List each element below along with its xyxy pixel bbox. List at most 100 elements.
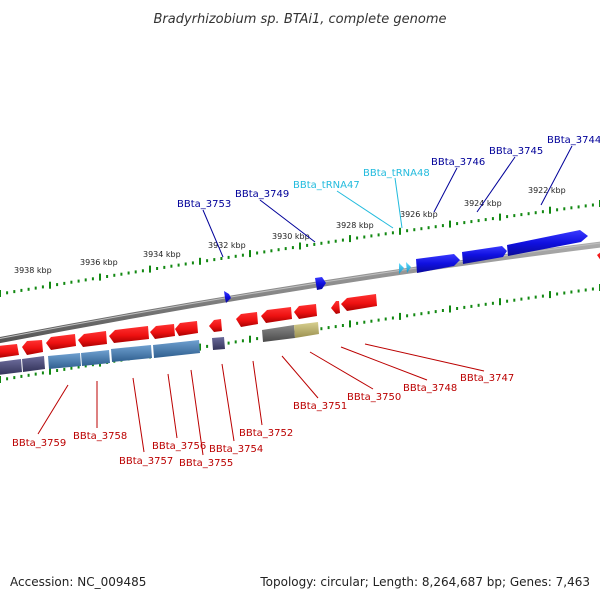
trna-label[interactable]: BBta_tRNA47 [293, 180, 360, 191]
gene-label[interactable]: BBta_3755 [179, 458, 233, 469]
minor-tick [327, 240, 330, 244]
accession-label: Accession: NC_009485 [10, 575, 147, 589]
minor-tick [341, 238, 344, 242]
major-tick [549, 291, 551, 299]
minor-tick [563, 207, 566, 211]
gene-label[interactable]: BBta_3756 [152, 441, 206, 452]
gene-label[interactable]: BBta_3757 [119, 456, 173, 467]
minor-tick [177, 263, 180, 267]
minor-tick [570, 206, 573, 210]
gene-label[interactable]: BBta_3751 [293, 401, 347, 412]
forward-gene-labels: BBta_3753 BBta_3749 BBta_tRNA47 BBta_tRN… [177, 135, 600, 210]
gene-arrow[interactable] [175, 321, 198, 336]
trna-arrow[interactable] [399, 263, 404, 274]
minor-tick [70, 366, 73, 370]
minor-tick [484, 302, 487, 306]
trna-markers [399, 262, 411, 274]
major-tick [0, 376, 1, 383]
minor-tick [420, 227, 423, 231]
gene-arrow[interactable] [597, 251, 600, 262]
gene-arrow[interactable] [46, 334, 76, 350]
gene-arrow[interactable] [294, 304, 317, 319]
minor-tick [491, 301, 494, 305]
gene-arrow[interactable] [0, 344, 19, 358]
gene-arrow[interactable] [261, 307, 292, 323]
minor-tick [356, 236, 359, 240]
minor-tick [363, 235, 366, 239]
gene-arrow[interactable] [416, 254, 460, 273]
gene-label[interactable]: BBta_3744 [547, 135, 600, 146]
minor-tick [6, 291, 9, 295]
genome-title: Bradyrhizobium sp. BTAi1, complete genom… [153, 12, 446, 27]
minor-tick [541, 294, 544, 298]
trna-label[interactable]: BBta_tRNA48 [363, 168, 430, 179]
minor-tick [13, 290, 16, 294]
minor-tick [20, 374, 23, 378]
minor-tick [284, 247, 287, 251]
minor-tick [234, 254, 237, 258]
gene-arrow[interactable] [22, 340, 43, 355]
gene-label[interactable]: BBta_3747 [460, 373, 514, 384]
gene-arrow[interactable] [224, 291, 231, 303]
minor-tick [141, 269, 144, 273]
minor-tick [577, 289, 580, 293]
gene-label[interactable]: BBta_3746 [431, 157, 485, 168]
kbp-label: 3936 kbp [80, 258, 118, 267]
major-tick [499, 298, 501, 306]
minor-tick [206, 259, 209, 263]
trna-arrow[interactable] [406, 262, 411, 273]
gene-label[interactable]: BBta_3752 [239, 428, 293, 439]
major-tick [199, 257, 201, 265]
minor-tick [41, 371, 44, 375]
minor-tick [434, 225, 437, 229]
minor-tick [84, 364, 87, 368]
minor-tick [163, 265, 166, 269]
minor-tick [584, 288, 587, 292]
minor-tick [156, 267, 159, 270]
major-tick [399, 227, 401, 235]
major-tick [349, 235, 351, 243]
gene-label[interactable]: BBta_3754 [209, 444, 263, 455]
minor-tick [127, 271, 130, 275]
minor-tick [584, 204, 587, 208]
gene-label[interactable]: BBta_3745 [489, 146, 543, 157]
gene-label[interactable]: BBta_3759 [12, 438, 66, 449]
minor-tick [413, 228, 416, 232]
gene-arrow[interactable] [315, 277, 326, 290]
minor-tick [306, 243, 309, 247]
minor-tick [463, 221, 466, 225]
gene-arrow[interactable] [78, 331, 107, 347]
minor-tick [277, 248, 280, 252]
gene-arrow[interactable] [331, 301, 340, 314]
minor-tick [206, 344, 209, 348]
gene-label[interactable]: BBta_3753 [177, 199, 231, 210]
gene-arrow[interactable] [109, 326, 149, 343]
minor-tick [356, 321, 359, 325]
gene-arrow[interactable] [341, 294, 377, 311]
gene-arrow[interactable] [209, 319, 222, 332]
minor-tick [520, 297, 523, 301]
gene-label[interactable]: BBta_3750 [347, 392, 401, 403]
minor-tick [106, 275, 109, 278]
gene-arrow[interactable] [150, 324, 175, 339]
minor-tick [6, 377, 9, 381]
minor-tick [191, 261, 194, 265]
major-tick [549, 206, 551, 214]
gene-arrow[interactable] [507, 230, 588, 256]
minor-tick [434, 310, 437, 314]
minor-tick [320, 241, 323, 245]
minor-tick [241, 253, 244, 257]
minor-tick [477, 303, 480, 307]
minor-tick [377, 318, 380, 322]
gene-label[interactable]: BBta_3749 [235, 189, 289, 200]
gene-arrow[interactable] [462, 246, 507, 264]
gene-arrow[interactable] [236, 312, 258, 327]
gene-label[interactable]: BBta_3748 [403, 383, 457, 394]
minor-tick [334, 239, 337, 243]
minor-tick [56, 369, 59, 372]
minor-tick [334, 325, 337, 329]
gene-label[interactable]: BBta_3758 [73, 431, 127, 442]
major-tick [49, 367, 51, 375]
outer-tick-track [0, 200, 600, 297]
major-tick [349, 320, 351, 328]
